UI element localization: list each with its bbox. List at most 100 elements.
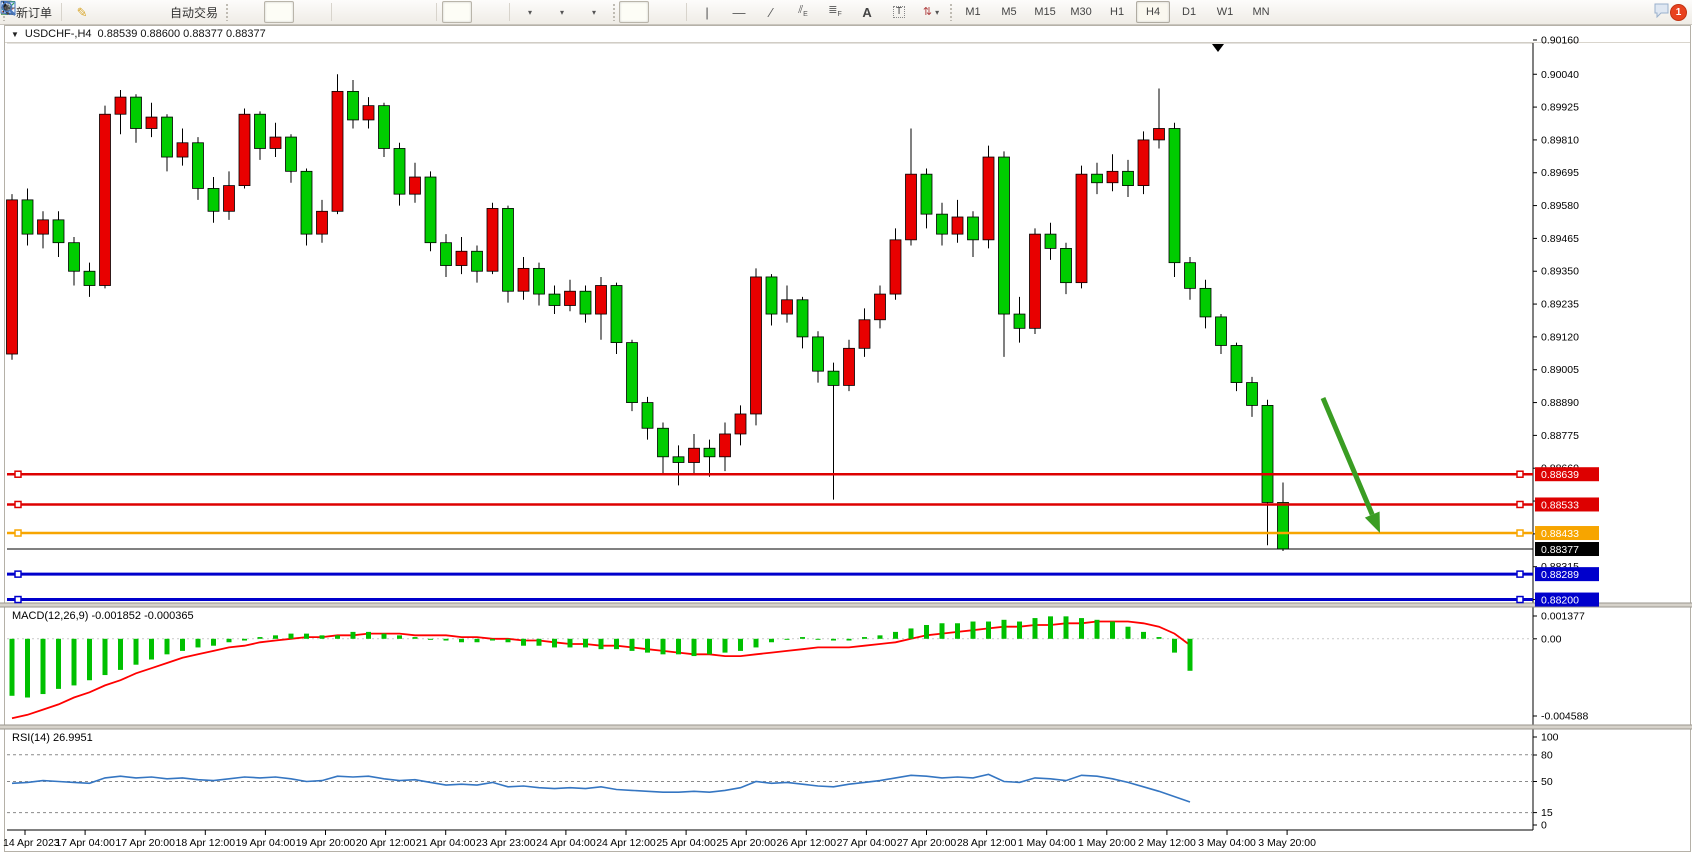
- bar-chart-icon[interactable]: [1, 1, 262, 23]
- time-tick-label: 18 Apr 12:00: [176, 837, 236, 849]
- candle: [238, 113, 251, 186]
- price-tick-label: 0.89465: [1541, 233, 1579, 245]
- candle: [936, 213, 948, 235]
- candle: [765, 276, 778, 315]
- svg-text:0.88533: 0.88533: [1541, 499, 1579, 511]
- equidistant-channel-icon[interactable]: ⫽E: [798, 4, 808, 19]
- time-tick-label: 19 Apr 20:00: [296, 837, 356, 849]
- candle: [378, 105, 390, 149]
- time-tick-label: 2 May 12:00: [1138, 837, 1196, 849]
- horizontal-line-icon[interactable]: —: [732, 4, 746, 20]
- candle: [843, 347, 855, 386]
- plot-frame: [7, 42, 1534, 831]
- templates-button[interactable]: ▾: [0, 1, 609, 23]
- fibonacci-icon[interactable]: ≣F: [828, 4, 842, 19]
- time-tick-label: 20 Apr 12:00: [356, 837, 416, 849]
- community-button[interactable]: 1: [1653, 1, 1691, 23]
- cursor-icon[interactable]: [3, 1, 650, 23]
- tab-timeframe-m30[interactable]: M30: [1070, 6, 1092, 18]
- crosshair-icon[interactable]: [1, 1, 681, 23]
- candle: [486, 208, 499, 272]
- time-tick-label: 25 Apr 20:00: [716, 837, 776, 849]
- tab-timeframe-d1[interactable]: D1: [1182, 6, 1197, 18]
- text-icon[interactable]: A: [862, 4, 872, 20]
- candle: [176, 142, 189, 158]
- time-tick-label: 1 May 20:00: [1078, 837, 1136, 849]
- search-button[interactable]: [1, 1, 1651, 23]
- chart-shift-marker[interactable]: [1212, 44, 1224, 52]
- price-label-0.88200: 0.88200: [1535, 592, 1599, 607]
- auto-trading-button[interactable]: 自动交易: [2, 1, 222, 23]
- arrows-icon[interactable]: ⇅ ▾: [922, 5, 940, 18]
- trend-arrow[interactable]: [1320, 397, 1380, 533]
- candle: [1184, 262, 1196, 289]
- candlestick-icon[interactable]: [1, 1, 295, 23]
- candle: [967, 216, 979, 241]
- price-axis[interactable]: 0.90160 0.90040 0.89925 0.89810 0.89695 0.895…: [1533, 35, 1579, 607]
- profile-button[interactable]: [1, 1, 129, 23]
- price-tick-label: 0.90160: [1541, 35, 1579, 47]
- level-line-0.88639[interactable]: [7, 470, 1533, 478]
- tab-timeframe-m15[interactable]: M15: [1034, 6, 1056, 18]
- price-label-0.88433: 0.88433: [1535, 526, 1599, 541]
- tab-timeframe-m5[interactable]: M5: [1001, 6, 1017, 18]
- candle: [145, 116, 158, 129]
- time-tick-label: 1 May 04:00: [1018, 837, 1076, 849]
- rsi-axis-label: 0: [1541, 820, 1547, 832]
- price-tick-label: 0.89235: [1541, 299, 1579, 311]
- panel-separator[interactable]: [0, 602, 1692, 608]
- level-line-0.88289[interactable]: [7, 570, 1533, 578]
- level-line-0.88200[interactable]: [7, 595, 1533, 604]
- candle: [982, 156, 995, 241]
- candle: [827, 370, 840, 386]
- candle: [331, 90, 344, 212]
- chart-window: ▼ USDCHF-,H4 0.88539 0.88600 0.88377 0.8…: [0, 25, 1692, 856]
- price-tick-label: 0.89695: [1541, 167, 1579, 179]
- tab-timeframe-mn[interactable]: MN: [1252, 6, 1270, 18]
- candle: [610, 285, 623, 344]
- candle: [52, 219, 65, 244]
- tab-timeframe-m1[interactable]: M1: [965, 6, 981, 18]
- candle: [362, 105, 375, 121]
- candle: [998, 156, 1010, 315]
- candle: [440, 242, 452, 266]
- notification-badge: 1: [1670, 4, 1687, 21]
- candle: [1075, 173, 1088, 284]
- chart-canvas[interactable]: 0.90160 0.90040 0.89925 0.89810 0.89695 0.895…: [0, 25, 1692, 856]
- line-chart-icon[interactable]: [0, 1, 326, 23]
- quill-button[interactable]: ✎: [67, 1, 97, 23]
- tab-timeframe-h1[interactable]: H1: [1110, 6, 1125, 18]
- tile-windows-icon[interactable]: [1, 1, 431, 23]
- toolbar: 新订单 ✎ 自动交易 ▾ ▾ ▾ | — ∕ ⫽E ≣F A T ⇅ ▾ M1 M…: [0, 0, 1692, 25]
- chart-shift-icon[interactable]: [1, 1, 504, 23]
- svg-text:0.88200: 0.88200: [1541, 595, 1579, 607]
- chart-ohlc-quotes: 0.88539 0.88600 0.88377 0.88377: [97, 28, 266, 40]
- tab-timeframe-h4[interactable]: H4: [1136, 1, 1171, 23]
- vertical-line-icon[interactable]: |: [705, 4, 709, 20]
- candle: [1122, 170, 1134, 186]
- level-line-0.88433[interactable]: [7, 529, 1533, 537]
- chart-symbol-label: USDCHF-,H4: [24, 28, 92, 40]
- chart-menu-icon[interactable]: ▼: [11, 29, 19, 39]
- periods-button[interactable]: ▾: [1, 1, 577, 23]
- price-label-0.88377: 0.88377: [1535, 542, 1599, 557]
- zoom-out-icon[interactable]: [1, 1, 399, 23]
- zoom-in-icon[interactable]: [1, 1, 367, 23]
- price-tick-label: 0.89810: [1541, 134, 1579, 146]
- signal-button[interactable]: [0, 1, 161, 23]
- candle: [641, 402, 654, 429]
- indicators-button[interactable]: ▾: [1, 1, 545, 23]
- candle: [672, 456, 685, 463]
- auto-scroll-icon[interactable]: [1, 1, 473, 23]
- rsi-line: [11, 773, 1191, 803]
- text-label-icon[interactable]: T: [884, 1, 914, 23]
- trendline-icon[interactable]: ∕: [769, 4, 773, 20]
- price-label-0.88533: 0.88533: [1535, 497, 1599, 512]
- candle: [703, 447, 716, 458]
- panel-separator[interactable]: [0, 724, 1692, 730]
- level-line-0.88533[interactable]: [7, 500, 1533, 509]
- price-tick-label: 0.89120: [1541, 331, 1579, 343]
- tab-timeframe-w1[interactable]: W1: [1216, 6, 1234, 18]
- time-tick-label: 27 Apr 04:00: [837, 837, 897, 849]
